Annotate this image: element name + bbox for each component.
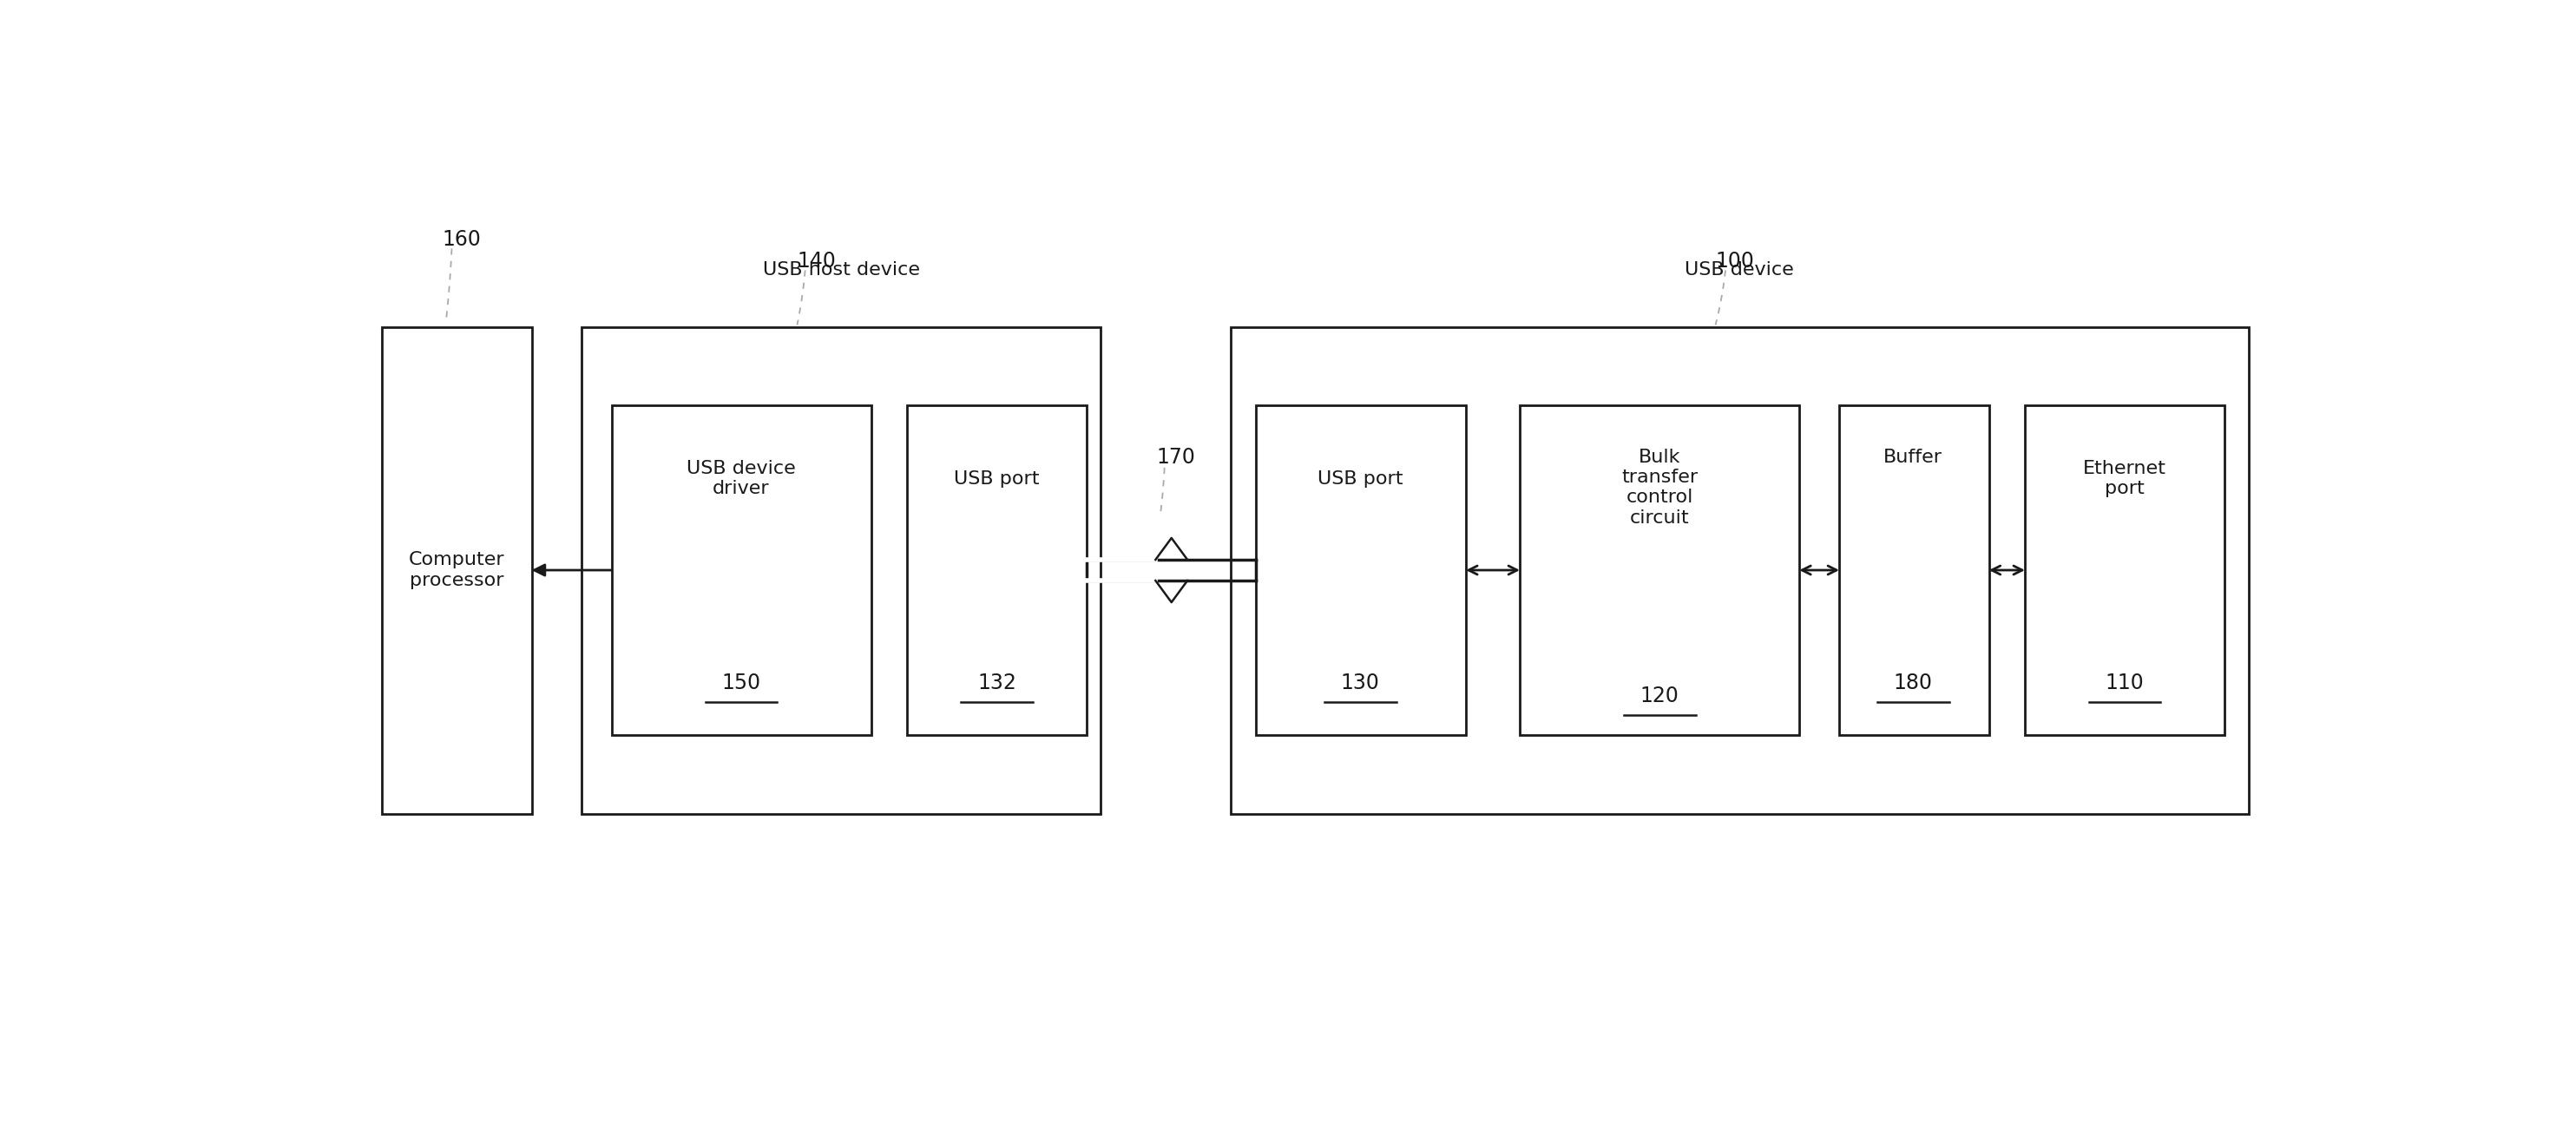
- Text: 130: 130: [1340, 673, 1381, 693]
- Text: 120: 120: [1641, 685, 1680, 707]
- Text: USB port: USB port: [1316, 470, 1404, 488]
- Text: 170: 170: [1157, 447, 1195, 467]
- Text: 150: 150: [721, 673, 760, 693]
- Bar: [907, 405, 1087, 735]
- Text: Ethernet
port: Ethernet port: [2084, 461, 2166, 498]
- Text: 132: 132: [976, 673, 1018, 693]
- Bar: [1520, 405, 1801, 735]
- Text: 180: 180: [1893, 673, 1932, 693]
- Text: USB device
driver: USB device driver: [688, 461, 796, 498]
- Text: Bulk
transfer
control
circuit: Bulk transfer control circuit: [1620, 448, 1698, 526]
- Text: 140: 140: [796, 251, 837, 272]
- Bar: [582, 326, 1100, 814]
- Text: 100: 100: [1716, 251, 1754, 272]
- Text: USB port: USB port: [953, 470, 1041, 488]
- Text: USB host device: USB host device: [762, 262, 920, 279]
- Bar: [1839, 405, 1989, 735]
- Bar: [1231, 326, 2249, 814]
- Text: USB device: USB device: [1685, 262, 1793, 279]
- Bar: [381, 326, 531, 814]
- Bar: [611, 405, 871, 735]
- Text: 110: 110: [2105, 673, 2143, 693]
- Text: Buffer: Buffer: [1883, 448, 1942, 466]
- Text: 160: 160: [443, 229, 482, 251]
- Bar: [1257, 405, 1466, 735]
- Text: Computer
processor: Computer processor: [410, 551, 505, 589]
- Bar: [2025, 405, 2226, 735]
